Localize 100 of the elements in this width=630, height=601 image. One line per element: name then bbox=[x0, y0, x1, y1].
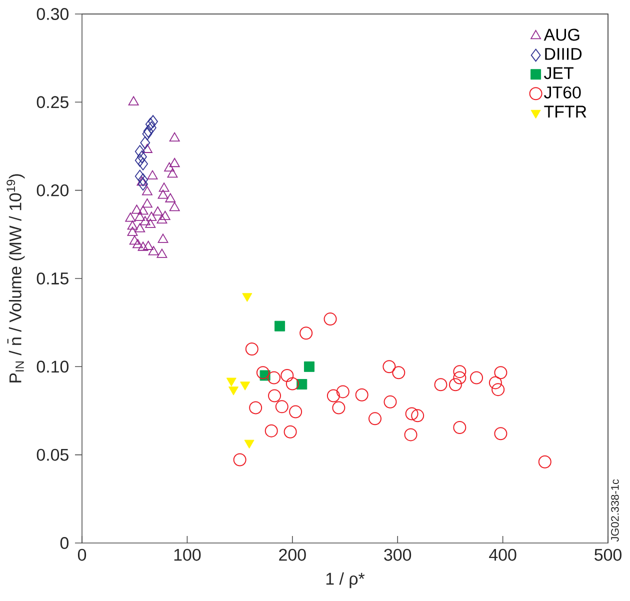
legend-label: JT60 bbox=[544, 86, 581, 98]
point bbox=[148, 246, 159, 256]
point bbox=[470, 371, 484, 384]
point bbox=[448, 378, 462, 392]
point bbox=[169, 158, 180, 168]
point bbox=[134, 223, 146, 232]
point bbox=[405, 407, 418, 420]
x-tick-label: 100 bbox=[174, 548, 201, 561]
x-tick-label: 500 bbox=[594, 548, 622, 561]
point bbox=[249, 401, 262, 414]
point bbox=[453, 371, 466, 384]
point bbox=[146, 121, 156, 134]
point bbox=[488, 376, 502, 390]
point bbox=[132, 204, 142, 214]
point bbox=[132, 239, 143, 248]
point bbox=[332, 401, 346, 414]
point bbox=[284, 425, 297, 438]
point bbox=[134, 212, 146, 221]
point bbox=[336, 385, 350, 398]
point bbox=[538, 455, 552, 468]
point bbox=[138, 173, 148, 186]
text: JG02.338-1c bbox=[611, 479, 619, 542]
y-tick-label: 0.30 bbox=[36, 8, 69, 20]
x-tick-label: 300 bbox=[384, 548, 412, 561]
point bbox=[233, 453, 246, 466]
point bbox=[142, 144, 152, 153]
point bbox=[286, 377, 299, 390]
point bbox=[158, 234, 168, 243]
point bbox=[138, 157, 148, 170]
point bbox=[256, 366, 270, 380]
point bbox=[274, 320, 286, 332]
y-tick-label: 0.10 bbox=[36, 360, 69, 373]
point bbox=[355, 388, 368, 402]
y-tick-label: 0 bbox=[60, 536, 69, 549]
point bbox=[156, 214, 168, 224]
point bbox=[382, 360, 396, 374]
point bbox=[275, 400, 288, 414]
point bbox=[494, 366, 508, 380]
point bbox=[138, 242, 148, 251]
point bbox=[268, 371, 280, 384]
point bbox=[127, 226, 138, 236]
legend-label: JET bbox=[544, 67, 574, 80]
point bbox=[140, 216, 150, 226]
y-tick-label: 0.15 bbox=[36, 272, 68, 284]
point bbox=[142, 198, 152, 208]
point bbox=[158, 182, 170, 192]
point bbox=[142, 186, 152, 196]
point bbox=[164, 162, 175, 172]
point bbox=[145, 218, 156, 228]
legend-label: TFTR bbox=[544, 106, 586, 118]
point bbox=[244, 440, 254, 449]
point bbox=[146, 212, 157, 221]
point bbox=[147, 170, 158, 180]
point bbox=[125, 212, 136, 222]
y-tick-label: 0.05 bbox=[36, 448, 68, 461]
point bbox=[138, 178, 148, 191]
point bbox=[152, 206, 163, 216]
point bbox=[129, 236, 140, 245]
point bbox=[268, 389, 282, 402]
point bbox=[156, 248, 168, 258]
point bbox=[494, 427, 508, 440]
point bbox=[264, 424, 278, 438]
x-tick-label: 200 bbox=[279, 548, 306, 561]
point bbox=[368, 412, 382, 426]
point bbox=[143, 240, 154, 250]
point bbox=[453, 420, 466, 434]
point bbox=[384, 395, 397, 408]
point bbox=[228, 386, 239, 396]
x-axis-title: 1 / ρ* bbox=[326, 572, 365, 588]
point bbox=[300, 326, 313, 340]
point bbox=[158, 190, 168, 199]
point bbox=[138, 206, 148, 215]
point bbox=[404, 428, 418, 442]
legend-label: AUG bbox=[544, 28, 580, 41]
y-tick-label: 0.20 bbox=[36, 184, 69, 196]
point bbox=[160, 210, 170, 220]
x-tick-label: 400 bbox=[489, 548, 516, 561]
legend-label: DIIID bbox=[545, 48, 582, 60]
point bbox=[145, 118, 156, 131]
point bbox=[165, 193, 176, 202]
point bbox=[136, 176, 148, 186]
point bbox=[492, 383, 505, 396]
point bbox=[169, 202, 180, 212]
point bbox=[134, 170, 145, 183]
point bbox=[137, 150, 147, 164]
point bbox=[434, 378, 448, 392]
point bbox=[453, 365, 466, 378]
point bbox=[143, 124, 154, 138]
point bbox=[128, 96, 139, 106]
point bbox=[326, 389, 340, 402]
point bbox=[324, 312, 337, 326]
point bbox=[245, 342, 258, 356]
point bbox=[280, 368, 294, 382]
x-tick-label: 0 bbox=[78, 548, 86, 561]
point bbox=[140, 136, 150, 150]
y-tick-label: 0.25 bbox=[36, 96, 68, 108]
point bbox=[296, 379, 308, 390]
point bbox=[142, 127, 152, 140]
point bbox=[134, 145, 145, 158]
point bbox=[134, 154, 145, 167]
